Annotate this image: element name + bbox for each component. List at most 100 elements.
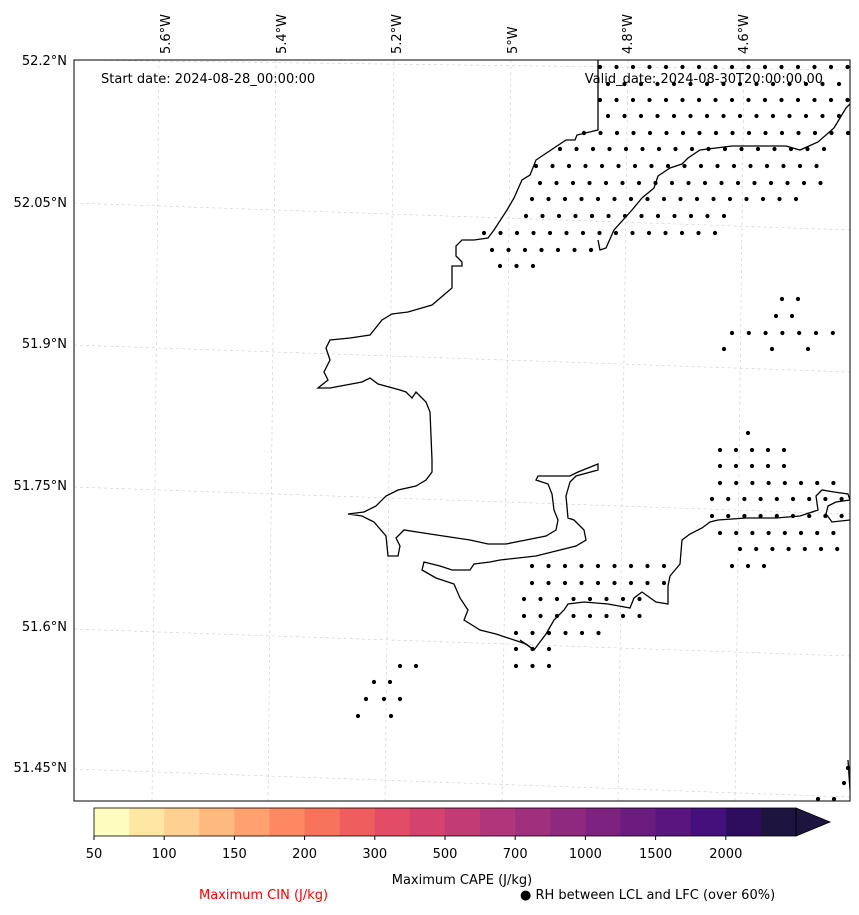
rh-dot xyxy=(845,130,850,136)
colorbar-segment xyxy=(129,808,165,836)
rh-dot xyxy=(623,146,629,152)
rh-dot xyxy=(671,113,677,119)
rh-dot xyxy=(758,513,763,519)
rh-dot xyxy=(713,64,718,70)
rh-dot xyxy=(696,97,702,103)
colorbar-segment xyxy=(620,808,657,836)
rh-dot xyxy=(779,97,784,103)
rh-dot xyxy=(661,196,667,202)
rh-dot xyxy=(537,180,543,186)
colorbar-tick-label: 500 xyxy=(433,847,458,862)
rh-dot xyxy=(742,513,747,519)
rh-dot xyxy=(678,196,683,202)
rh-dot xyxy=(818,180,823,186)
rh-dot xyxy=(749,463,755,469)
rh-dot xyxy=(765,463,771,469)
rh-dot xyxy=(754,113,759,119)
rh-dot xyxy=(734,480,739,486)
rh-dot xyxy=(572,247,577,253)
rh-dot xyxy=(721,346,727,352)
rh-dot xyxy=(622,81,627,87)
rh-dot xyxy=(745,563,751,569)
rh-dot xyxy=(673,146,678,152)
rh-dot xyxy=(546,563,551,569)
rh-dot xyxy=(381,696,387,702)
rh-dot xyxy=(807,496,812,502)
rh-dot xyxy=(554,180,559,186)
rh-dot xyxy=(671,81,677,87)
rh-dot xyxy=(688,113,693,119)
rh-dot xyxy=(638,113,644,119)
rh-dot xyxy=(713,97,718,103)
rh-dot xyxy=(514,263,519,269)
rh-dot xyxy=(803,113,809,119)
rh-dot xyxy=(763,130,768,136)
rh-dot xyxy=(813,330,819,336)
rh-dot xyxy=(580,230,586,236)
lat-label: 52.2°N xyxy=(22,54,67,69)
rh-dot xyxy=(554,596,560,602)
rh-dot xyxy=(793,196,799,202)
rh-dot xyxy=(790,496,796,502)
lat-label: 52.05°N xyxy=(14,196,67,211)
colorbar-segment xyxy=(585,808,621,836)
rh-dot xyxy=(616,163,621,169)
rh-dot xyxy=(717,530,723,536)
rh-dot xyxy=(590,146,596,152)
rh-dot xyxy=(696,64,702,70)
rh-dot xyxy=(656,146,662,152)
rh-dot xyxy=(812,64,817,70)
rh-dot xyxy=(785,180,790,186)
rh-dot xyxy=(841,780,847,786)
lon-label: 4.8°W xyxy=(621,14,636,54)
rh-dot xyxy=(529,580,535,586)
rh-dot xyxy=(831,796,837,801)
rh-dot xyxy=(739,146,744,152)
rh-dot xyxy=(556,213,562,219)
rh-dot xyxy=(754,546,759,552)
rh-dot xyxy=(704,113,710,119)
rh-dot xyxy=(664,130,669,136)
rh-dot xyxy=(814,163,819,169)
coastline xyxy=(316,60,850,791)
rh-dot xyxy=(564,230,569,236)
colorbar-segment xyxy=(480,808,516,836)
rh-dot xyxy=(595,580,601,586)
rh-dot xyxy=(737,546,743,552)
rh-dot xyxy=(529,196,535,202)
rh-dot xyxy=(550,163,555,169)
rh-dot xyxy=(612,196,617,202)
rh-dot xyxy=(742,496,747,502)
rh-dot xyxy=(620,613,626,619)
rh-dot xyxy=(614,130,620,136)
rh-dot xyxy=(632,163,638,169)
rh-dot xyxy=(787,81,792,87)
rh-dot xyxy=(831,530,836,536)
rh-dot xyxy=(746,330,751,336)
rh-dot xyxy=(733,463,739,469)
rh-dot xyxy=(795,97,801,103)
rh-dot xyxy=(680,64,685,70)
rh-dot xyxy=(646,230,652,236)
rh-dot xyxy=(765,447,771,453)
rh-dot xyxy=(782,530,787,536)
rh-dot xyxy=(562,580,568,586)
colorbar-tick-label: 1000 xyxy=(569,847,602,862)
rh-dot xyxy=(355,713,361,719)
rh-dot xyxy=(721,113,726,119)
rh-dot xyxy=(663,230,668,236)
colorbar-tick-label: 50 xyxy=(86,847,103,862)
cape-colorbar xyxy=(93,807,832,837)
rh-dot xyxy=(845,97,850,103)
rh-dot xyxy=(812,130,818,136)
rh-dot xyxy=(481,230,487,236)
rh-dot xyxy=(589,213,595,219)
rh-dot xyxy=(727,196,733,202)
rh-dot xyxy=(773,313,779,319)
rh-dot xyxy=(729,97,735,103)
rh-dot xyxy=(612,580,617,586)
rh-dot xyxy=(815,796,821,801)
rh-dot xyxy=(680,97,685,103)
colorbar-segment xyxy=(339,808,376,836)
rh-dot xyxy=(497,263,503,269)
